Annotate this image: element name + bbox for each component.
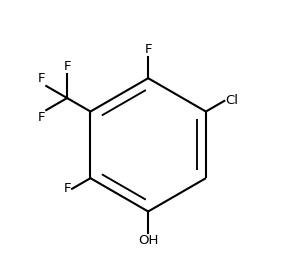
Text: OH: OH xyxy=(138,234,158,247)
Text: F: F xyxy=(38,72,45,85)
Text: F: F xyxy=(63,182,71,195)
Text: F: F xyxy=(38,111,45,124)
Text: Cl: Cl xyxy=(225,95,239,107)
Text: F: F xyxy=(63,60,71,73)
Text: F: F xyxy=(144,43,152,56)
